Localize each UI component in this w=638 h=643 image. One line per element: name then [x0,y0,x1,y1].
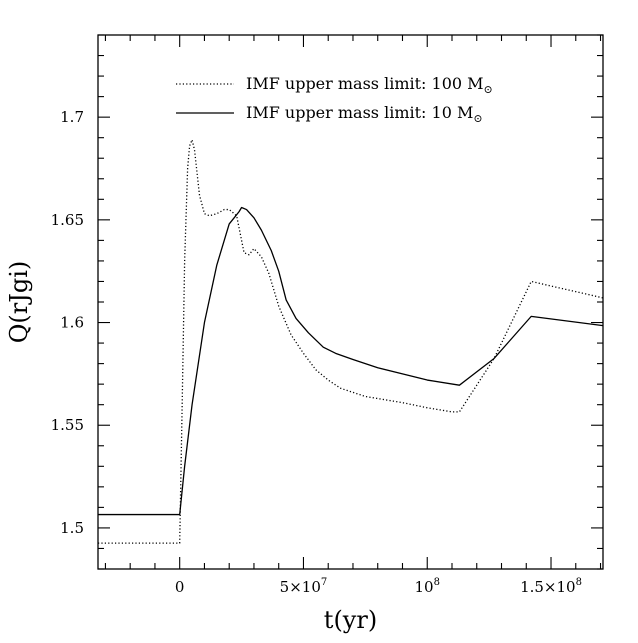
x-tick-label: 108 [415,577,440,596]
series-line-10msun [98,206,604,516]
series-line-100msun [98,139,604,544]
x-tick-label: 0 [175,578,185,596]
legend-entry-label: IMF upper mass limit: 100 M⊙ [246,74,493,96]
legend-entry-label: IMF upper mass limit: 10 M⊙ [246,103,483,125]
legend: IMF upper mass limit: 100 M⊙ IMF upper ma… [176,74,493,125]
x-tick-label: 5×107 [280,577,328,596]
x-tick-label: 1.5×108 [520,577,582,596]
y-tick-label: 1.7 [60,108,84,126]
series-layer [98,139,604,544]
axes-layer: 0 5×107 108 1.5×108 1.5 1.55 1.6 1.65 1.7 t(yr) Q(… [5,34,604,634]
y-tick-label: 1.55 [51,416,84,434]
y-tick-label: 1.5 [60,519,84,537]
x-axis-title: t(yr) [324,606,377,634]
y-tick-label: 1.65 [51,211,84,229]
y-tick-label: 1.6 [60,314,84,332]
y-axis-title: Q(rJgi) [5,261,33,344]
